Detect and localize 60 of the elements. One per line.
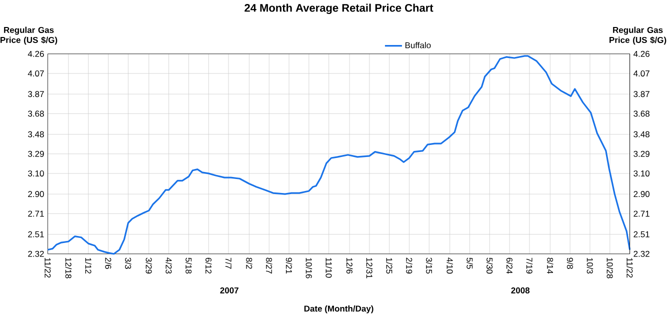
x-tick-label: 1/25 [386,258,392,274]
text: 2008 [511,287,530,294]
x-tick-label: 6/12 [205,258,212,274]
y2-tick-label: 3.87 [634,91,650,98]
x-tick-label: 2/19 [406,258,412,274]
x-tick-label: 10/16 [306,258,312,278]
y2-tick-label: 3.10 [634,170,650,176]
x-tick-label: 4/23 [166,258,172,274]
x-tick-label: 1/12 [85,258,92,274]
x-tick-label: 10/28 [606,258,613,278]
x-tick-label: 9/21 [286,258,292,274]
x-tick-label: 8/14 [547,258,554,274]
x-tick-label: 2/6 [105,258,112,269]
x-tick-label: 11/10 [326,258,332,278]
x-tick-label: 12/18 [65,258,72,278]
x-tick-label: 5/30 [486,258,493,274]
y-tick-label: 2.51 [28,231,44,238]
x-tick-label: 6/24 [506,258,513,274]
y2-tick-label: 2.32 [634,250,650,257]
x-tick-label: 12/6 [346,258,353,274]
x-tick-label: 8/2 [246,258,252,269]
text: 2007 [220,287,238,294]
y2-tick-label: 2.90 [634,191,650,198]
y-tick-label: 3.48 [28,131,44,138]
y2-tick-label: 3.48 [634,131,650,138]
x-axis-title: Date (Month/Day) [304,305,374,314]
line-series [46,55,631,255]
x-tick-label: 3/3 [125,258,132,269]
x-tick-label: 10/3 [586,258,594,274]
chart-title: 24 Month Average Retail Price Chart [244,4,434,14]
y2-tick-label: 2.51 [634,231,650,238]
y2-axis-title: Regular Gas Price (US $/G) [610,26,666,45]
y-tick-label: 3.29 [28,150,44,157]
y-tick-label: 3.68 [28,110,44,117]
y2-tick-label: 2.71 [634,210,650,217]
y-tick-label: 4.07 [28,70,44,76]
y2-tick-label: 4.07 [633,70,650,76]
legend-label: Buffalo [405,42,431,48]
x-tick-label: 7/19 [526,258,533,274]
y-tick-label: 4.26 [28,50,44,57]
x-tick-label: 9/8 [566,258,574,269]
y2-tick-label: 3.29 [634,150,650,157]
y-tick-label: 3.87 [28,91,44,98]
x-tick-label: 5/5 [466,258,473,269]
y2-tick-label: 3.68 [634,110,650,117]
y2-tick-label: 4.26 [633,50,650,57]
x-tick-label: 11/22 [626,258,633,278]
x-tick-label: 3/15 [426,258,432,274]
x-tick-label: 7/7 [225,258,232,269]
y-tick-label: 2.32 [28,250,44,257]
y-axis-title: Regular Gas Price (US $/G) [0,26,58,45]
x-tick-label: 4/10 [446,258,453,274]
x-tick-label: 12/31 [366,258,373,278]
y-tick-label: 2.71 [28,210,44,217]
y-tick-label: 3.10 [28,170,44,176]
y-tick-label: 2.90 [28,191,44,198]
x-tick-label: 5/18 [186,258,192,274]
x-tick-label: 3/29 [146,258,152,274]
x-tick-label: 11/22 [44,258,51,278]
x-tick-label: 8/27 [266,258,272,274]
